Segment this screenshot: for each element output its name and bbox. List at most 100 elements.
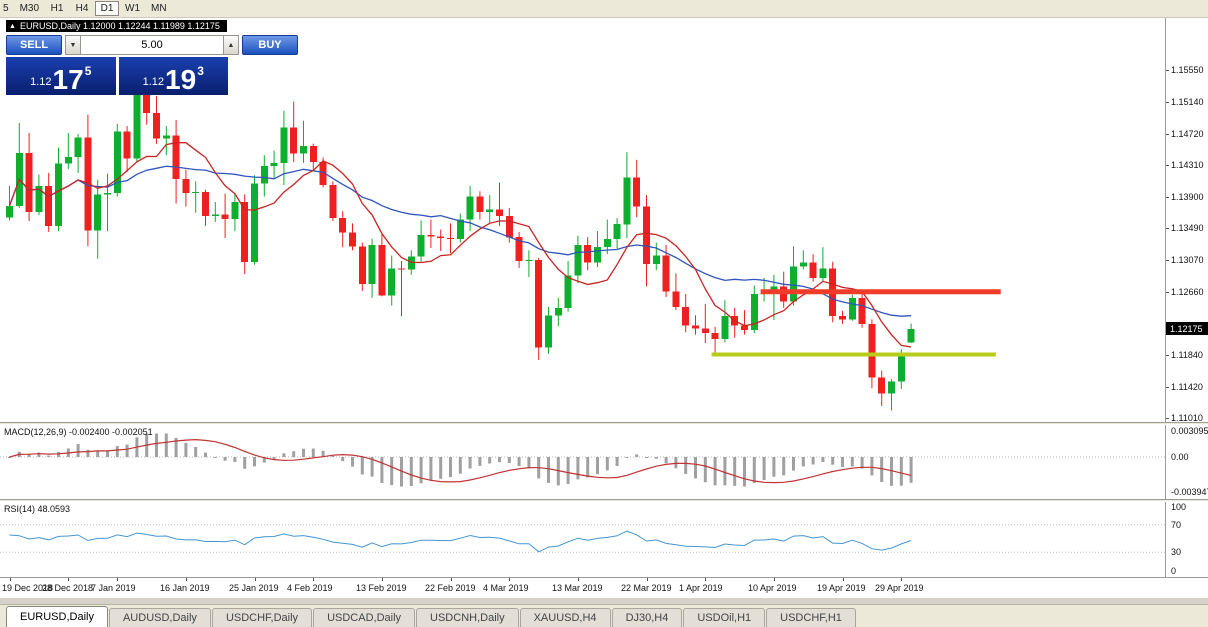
- price-axis-label: 1.13490: [1171, 223, 1204, 233]
- macd-histogram-bar: [409, 457, 413, 486]
- candle-body: [55, 163, 62, 226]
- macd-histogram-bar: [184, 443, 188, 457]
- timeframe-button-mn[interactable]: MN: [151, 3, 167, 14]
- sell-button[interactable]: SELL: [6, 35, 62, 55]
- candle-body: [496, 209, 503, 216]
- candle-body: [701, 328, 709, 334]
- candle-body: [221, 214, 229, 219]
- macd-histogram-bar: [566, 457, 570, 484]
- macd-histogram-bar: [360, 457, 364, 475]
- chart-tab-usdcad-daily[interactable]: USDCAD,Daily: [313, 608, 416, 627]
- panel-divider[interactable]: [0, 422, 1208, 425]
- rsi-axis: 100 70 30 0: [1165, 502, 1208, 577]
- price-axis-tick: [1166, 260, 1169, 261]
- buy-price-display[interactable]: 1.12 19 3: [118, 57, 228, 95]
- date-tick: [578, 578, 579, 581]
- timeframe-button-h4[interactable]: H4: [75, 3, 89, 14]
- candle-body: [476, 196, 484, 212]
- chart-tab-usdchf-daily[interactable]: USDCHF,Daily: [211, 608, 313, 627]
- candle-body: [251, 183, 258, 262]
- candle-body: [799, 262, 807, 267]
- volume-input[interactable]: [81, 35, 223, 55]
- macd-histogram-bar: [596, 457, 599, 475]
- price-axis-tick: [1166, 292, 1169, 293]
- macd-histogram-bar: [674, 457, 678, 469]
- price-chart-canvas[interactable]: [0, 18, 1165, 422]
- date-axis: 19 Dec 2018 28 Dec 2018 7 Jan 2019 16 Jan 2…: [0, 577, 1208, 597]
- chart-tab-usdoil-h1[interactable]: USDOil,H1: [683, 608, 766, 627]
- macd-histogram-bar: [821, 457, 825, 462]
- date-tick: [313, 578, 314, 581]
- date-axis-label: 10 Apr 2019: [748, 583, 797, 593]
- candle-body: [94, 194, 102, 231]
- candle-body: [848, 297, 856, 320]
- macd-histogram-bar: [302, 448, 305, 457]
- volume-down-button[interactable]: ▼: [65, 35, 81, 55]
- candle-body: [309, 146, 317, 163]
- macd-histogram-bar: [625, 457, 629, 458]
- macd-histogram-bar: [645, 457, 648, 458]
- collapse-panel-icon[interactable]: ▲: [9, 22, 16, 30]
- macd-histogram-bar: [8, 457, 11, 458]
- date-axis-label: 16 Jan 2019: [160, 583, 210, 593]
- macd-histogram-bar: [507, 457, 511, 464]
- candle-body: [662, 255, 670, 292]
- macd-histogram-bar: [321, 450, 325, 457]
- date-axis-label: 29 Apr 2019: [875, 583, 924, 593]
- candle-body: [172, 135, 180, 179]
- horizontal-scrollbar[interactable]: [0, 597, 1208, 605]
- macd-histogram-bar: [772, 457, 776, 477]
- chart-tab-usdcnh-daily[interactable]: USDCNH,Daily: [416, 608, 519, 627]
- candle-body: [339, 218, 347, 233]
- macd-signal-line: [9, 438, 912, 484]
- macd-histogram-bar: [782, 457, 786, 476]
- panel-divider[interactable]: [0, 499, 1208, 502]
- macd-histogram-bar: [125, 444, 129, 457]
- chart-tab-audusd-daily[interactable]: AUDUSD,Daily: [108, 608, 211, 627]
- macd-histogram-bar: [194, 447, 198, 457]
- timeframe-button-5[interactable]: 5: [3, 3, 9, 14]
- ask-price-prefix: 1.12: [142, 76, 165, 88]
- candle-body: [25, 152, 33, 212]
- sell-price-display[interactable]: 1.12 17 5: [6, 57, 116, 95]
- chart-tab-dj30-h4[interactable]: DJ30,H4: [611, 608, 683, 627]
- macd-histogram-bar: [762, 457, 766, 480]
- chart-tab-usdchf-h1[interactable]: USDCHF,H1: [766, 608, 856, 627]
- chart-tab-xauusd-h4[interactable]: XAUUSD,H4: [519, 608, 611, 627]
- timeframe-button-w1[interactable]: W1: [125, 3, 141, 14]
- price-axis-tick: [1166, 387, 1169, 388]
- macd-histogram-bar: [880, 457, 884, 482]
- macd-histogram-bar: [733, 457, 737, 486]
- candle-body: [643, 206, 650, 265]
- buy-button[interactable]: BUY: [242, 35, 298, 55]
- macd-histogram-bar: [174, 437, 178, 457]
- candle-body: [809, 262, 817, 278]
- macd-histogram-bar: [282, 453, 286, 457]
- macd-histogram-bar: [262, 457, 266, 463]
- candle-body: [368, 244, 376, 284]
- volume-up-button[interactable]: ▲: [223, 35, 239, 55]
- candle-body: [505, 215, 513, 238]
- candle-body: [202, 192, 209, 216]
- candle-body: [143, 93, 151, 113]
- candle-body: [897, 353, 905, 382]
- macd-histogram-bar: [841, 457, 844, 467]
- candle-body: [84, 137, 92, 231]
- timeframe-button-m30[interactable]: M30: [19, 3, 40, 14]
- candle-body: [623, 177, 631, 225]
- price-axis-label: 1.14310: [1171, 160, 1204, 170]
- candle-body: [456, 219, 464, 239]
- macd-histogram-bar: [860, 457, 864, 469]
- timeframe-button-h1[interactable]: H1: [50, 3, 64, 14]
- candle-body: [64, 156, 72, 164]
- candle-body: [839, 316, 846, 320]
- candle-body: [162, 135, 170, 139]
- rsi-label: RSI(14) 48.0593: [4, 504, 71, 514]
- macd-histogram-bar: [115, 446, 119, 458]
- timeframe-button-d1[interactable]: D1: [95, 1, 120, 16]
- macd-histogram-bar: [547, 457, 550, 483]
- candle-body: [819, 268, 827, 278]
- chart-tab-eurusd-daily[interactable]: EURUSD,Daily: [6, 606, 108, 627]
- rsi-axis-label: 0: [1171, 566, 1177, 576]
- macd-histogram-bar: [96, 450, 100, 457]
